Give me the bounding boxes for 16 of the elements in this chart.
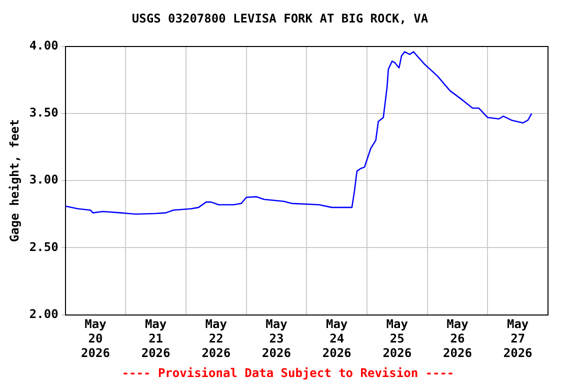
x-tick-label: May 25 2026 xyxy=(382,317,412,360)
text: ---- Provisional Data Subject to Revision ---- xyxy=(122,366,454,380)
chart-title: USGS 03207800 LEVISA FORK AT BIG ROCK, VA xyxy=(132,11,429,26)
x-tick-label: May 20 2026 xyxy=(81,317,110,360)
x-tick-label: May 26 2026 xyxy=(443,317,472,360)
y-tick-label: 2.50 xyxy=(29,240,58,254)
y-axis-title: Gage height, feet xyxy=(7,119,22,242)
x-tick-label: May 21 2026 xyxy=(141,317,170,360)
x-tick-label: May 27 2026 xyxy=(503,317,532,360)
x-tick-label: May 23 2026 xyxy=(262,317,291,360)
y-tick-label: 2.00 xyxy=(29,306,58,321)
x-tick-label: May 24 2026 xyxy=(322,317,352,360)
y-tick-label: 4.00 xyxy=(29,38,58,53)
x-tick-label: May 22 2026 xyxy=(202,317,231,360)
y-tick-label: 3.00 xyxy=(29,172,58,187)
y-tick-label: 3.50 xyxy=(29,106,58,120)
